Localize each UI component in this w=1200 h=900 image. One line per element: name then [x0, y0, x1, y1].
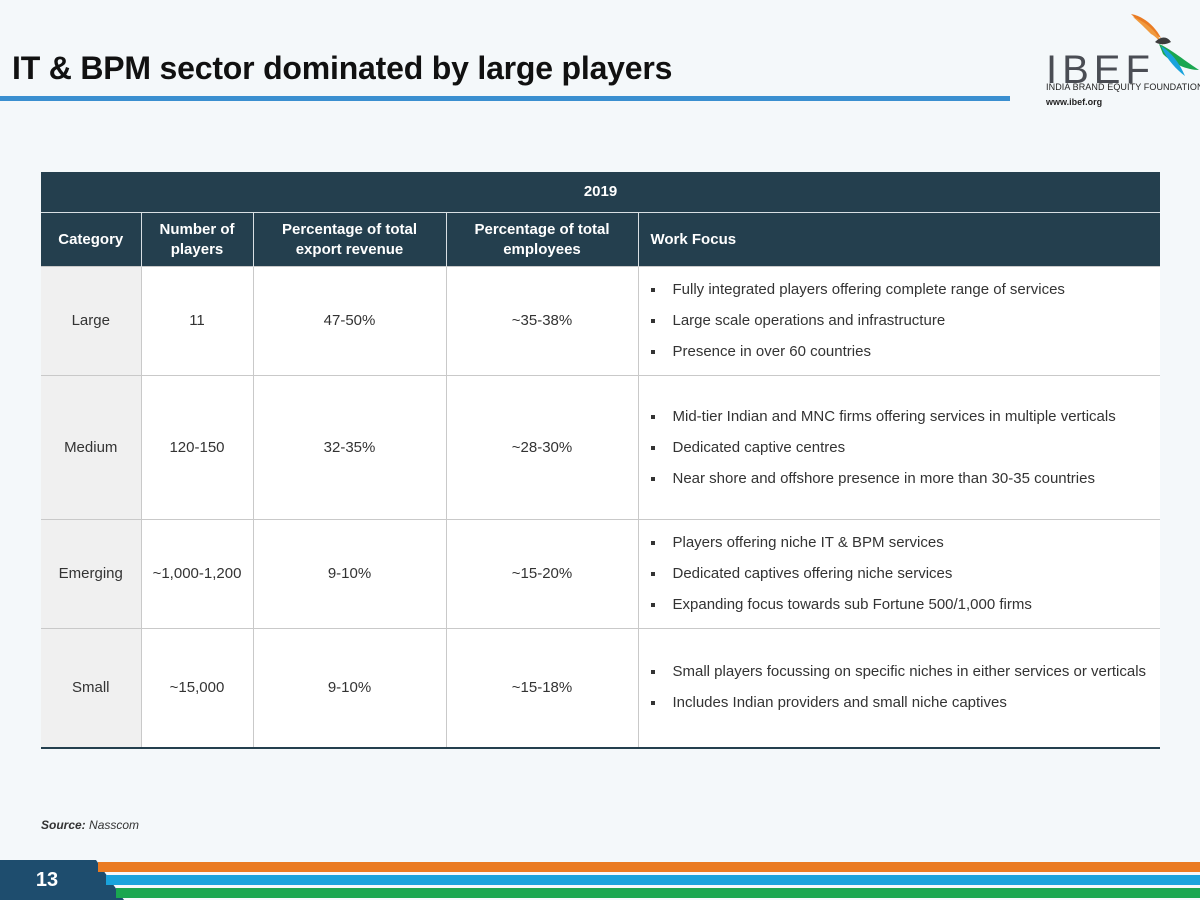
page-title: IT & BPM sector dominated by large playe… — [12, 50, 673, 86]
ibef-logo: IBEF INDIA BRAND EQUITY FOUNDATION www.i… — [1040, 10, 1200, 110]
category-cell: Emerging — [41, 519, 141, 629]
footer-stripe-blue — [106, 875, 1200, 885]
players-table: 2019 Category Number of players Percenta… — [41, 172, 1161, 749]
table-row: Small ~15,000 9-10% ~15-18% Small player… — [41, 628, 1161, 749]
ibef-bird-logo-icon — [1131, 14, 1199, 76]
list-item: Dedicated captive centres — [650, 436, 1149, 460]
list-item: Mid-tier Indian and MNC firms offering s… — [650, 405, 1149, 429]
year-header: 2019 — [41, 172, 1161, 213]
table-row: Emerging ~1,000-1,200 9-10% ~15-20% Play… — [41, 519, 1161, 629]
employees-cell: ~15-20% — [445, 519, 638, 629]
column-header-players: Number of players — [140, 212, 253, 267]
list-item: Near shore and offshore presence in more… — [650, 467, 1149, 491]
list-item: Large scale operations and infrastructur… — [650, 309, 1149, 333]
category-cell: Medium — [41, 375, 141, 520]
work-focus-cell: Mid-tier Indian and MNC firms offering s… — [637, 375, 1161, 520]
players-cell: ~15,000 — [140, 628, 253, 749]
export-revenue-cell: 47-50% — [252, 266, 446, 376]
employees-cell: ~35-38% — [445, 266, 638, 376]
employees-cell: ~28-30% — [445, 375, 638, 520]
list-item: Fully integrated players offering comple… — [650, 278, 1149, 302]
list-item: Includes Indian providers and small nich… — [650, 691, 1149, 715]
list-item: Players offering niche IT & BPM services — [650, 531, 1149, 555]
list-item: Presence in over 60 countries — [650, 340, 1149, 364]
work-focus-cell: Players offering niche IT & BPM services… — [637, 519, 1161, 629]
footer-stripe-green — [116, 888, 1200, 898]
source-label: Source: — [41, 818, 86, 832]
category-cell: Small — [41, 628, 141, 749]
export-revenue-cell: 32-35% — [252, 375, 446, 520]
list-item: Dedicated captives offering niche servic… — [650, 562, 1149, 586]
export-revenue-cell: 9-10% — [252, 628, 446, 749]
page-number: 13 — [35, 869, 59, 891]
employees-cell: ~15-18% — [445, 628, 638, 749]
logo-url: www.ibef.org — [1046, 97, 1103, 107]
work-focus-cell: Fully integrated players offering comple… — [637, 266, 1161, 376]
logo-wordmark: IBEF — [1046, 48, 1155, 92]
category-cell: Large — [41, 266, 141, 376]
footer-stripe-orange — [98, 862, 1200, 872]
table-row: Medium 120-150 32-35% ~28-30% Mid-tier I… — [41, 375, 1161, 520]
work-focus-list: Fully integrated players offering comple… — [650, 278, 1149, 364]
list-item: Expanding focus towards sub Fortune 500/… — [650, 593, 1149, 617]
players-cell: 120-150 — [140, 375, 253, 520]
players-cell: 11 — [140, 266, 253, 376]
source-note: Source: Nasscom — [41, 818, 139, 832]
source-value: Nasscom — [89, 818, 140, 832]
work-focus-list: Mid-tier Indian and MNC firms offering s… — [650, 405, 1149, 491]
export-revenue-cell: 9-10% — [252, 519, 446, 629]
column-header-employees: Percentage of total employees — [445, 212, 638, 267]
logo-foundation-text: INDIA BRAND EQUITY FOUNDATION — [1046, 82, 1200, 92]
players-cell: ~1,000-1,200 — [140, 519, 253, 629]
column-header-work-focus: Work Focus — [637, 212, 1161, 267]
title-underline — [0, 96, 1010, 101]
column-header-export-revenue: Percentage of total export revenue — [252, 212, 446, 267]
work-focus-cell: Small players focussing on specific nich… — [637, 628, 1161, 749]
list-item: Small players focussing on specific nich… — [650, 660, 1149, 684]
work-focus-list: Small players focussing on specific nich… — [650, 660, 1149, 715]
work-focus-list: Players offering niche IT & BPM services… — [650, 531, 1149, 617]
table-row: Large 11 47-50% ~35-38% Fully integrated… — [41, 266, 1161, 376]
column-header-category: Category — [41, 212, 141, 267]
